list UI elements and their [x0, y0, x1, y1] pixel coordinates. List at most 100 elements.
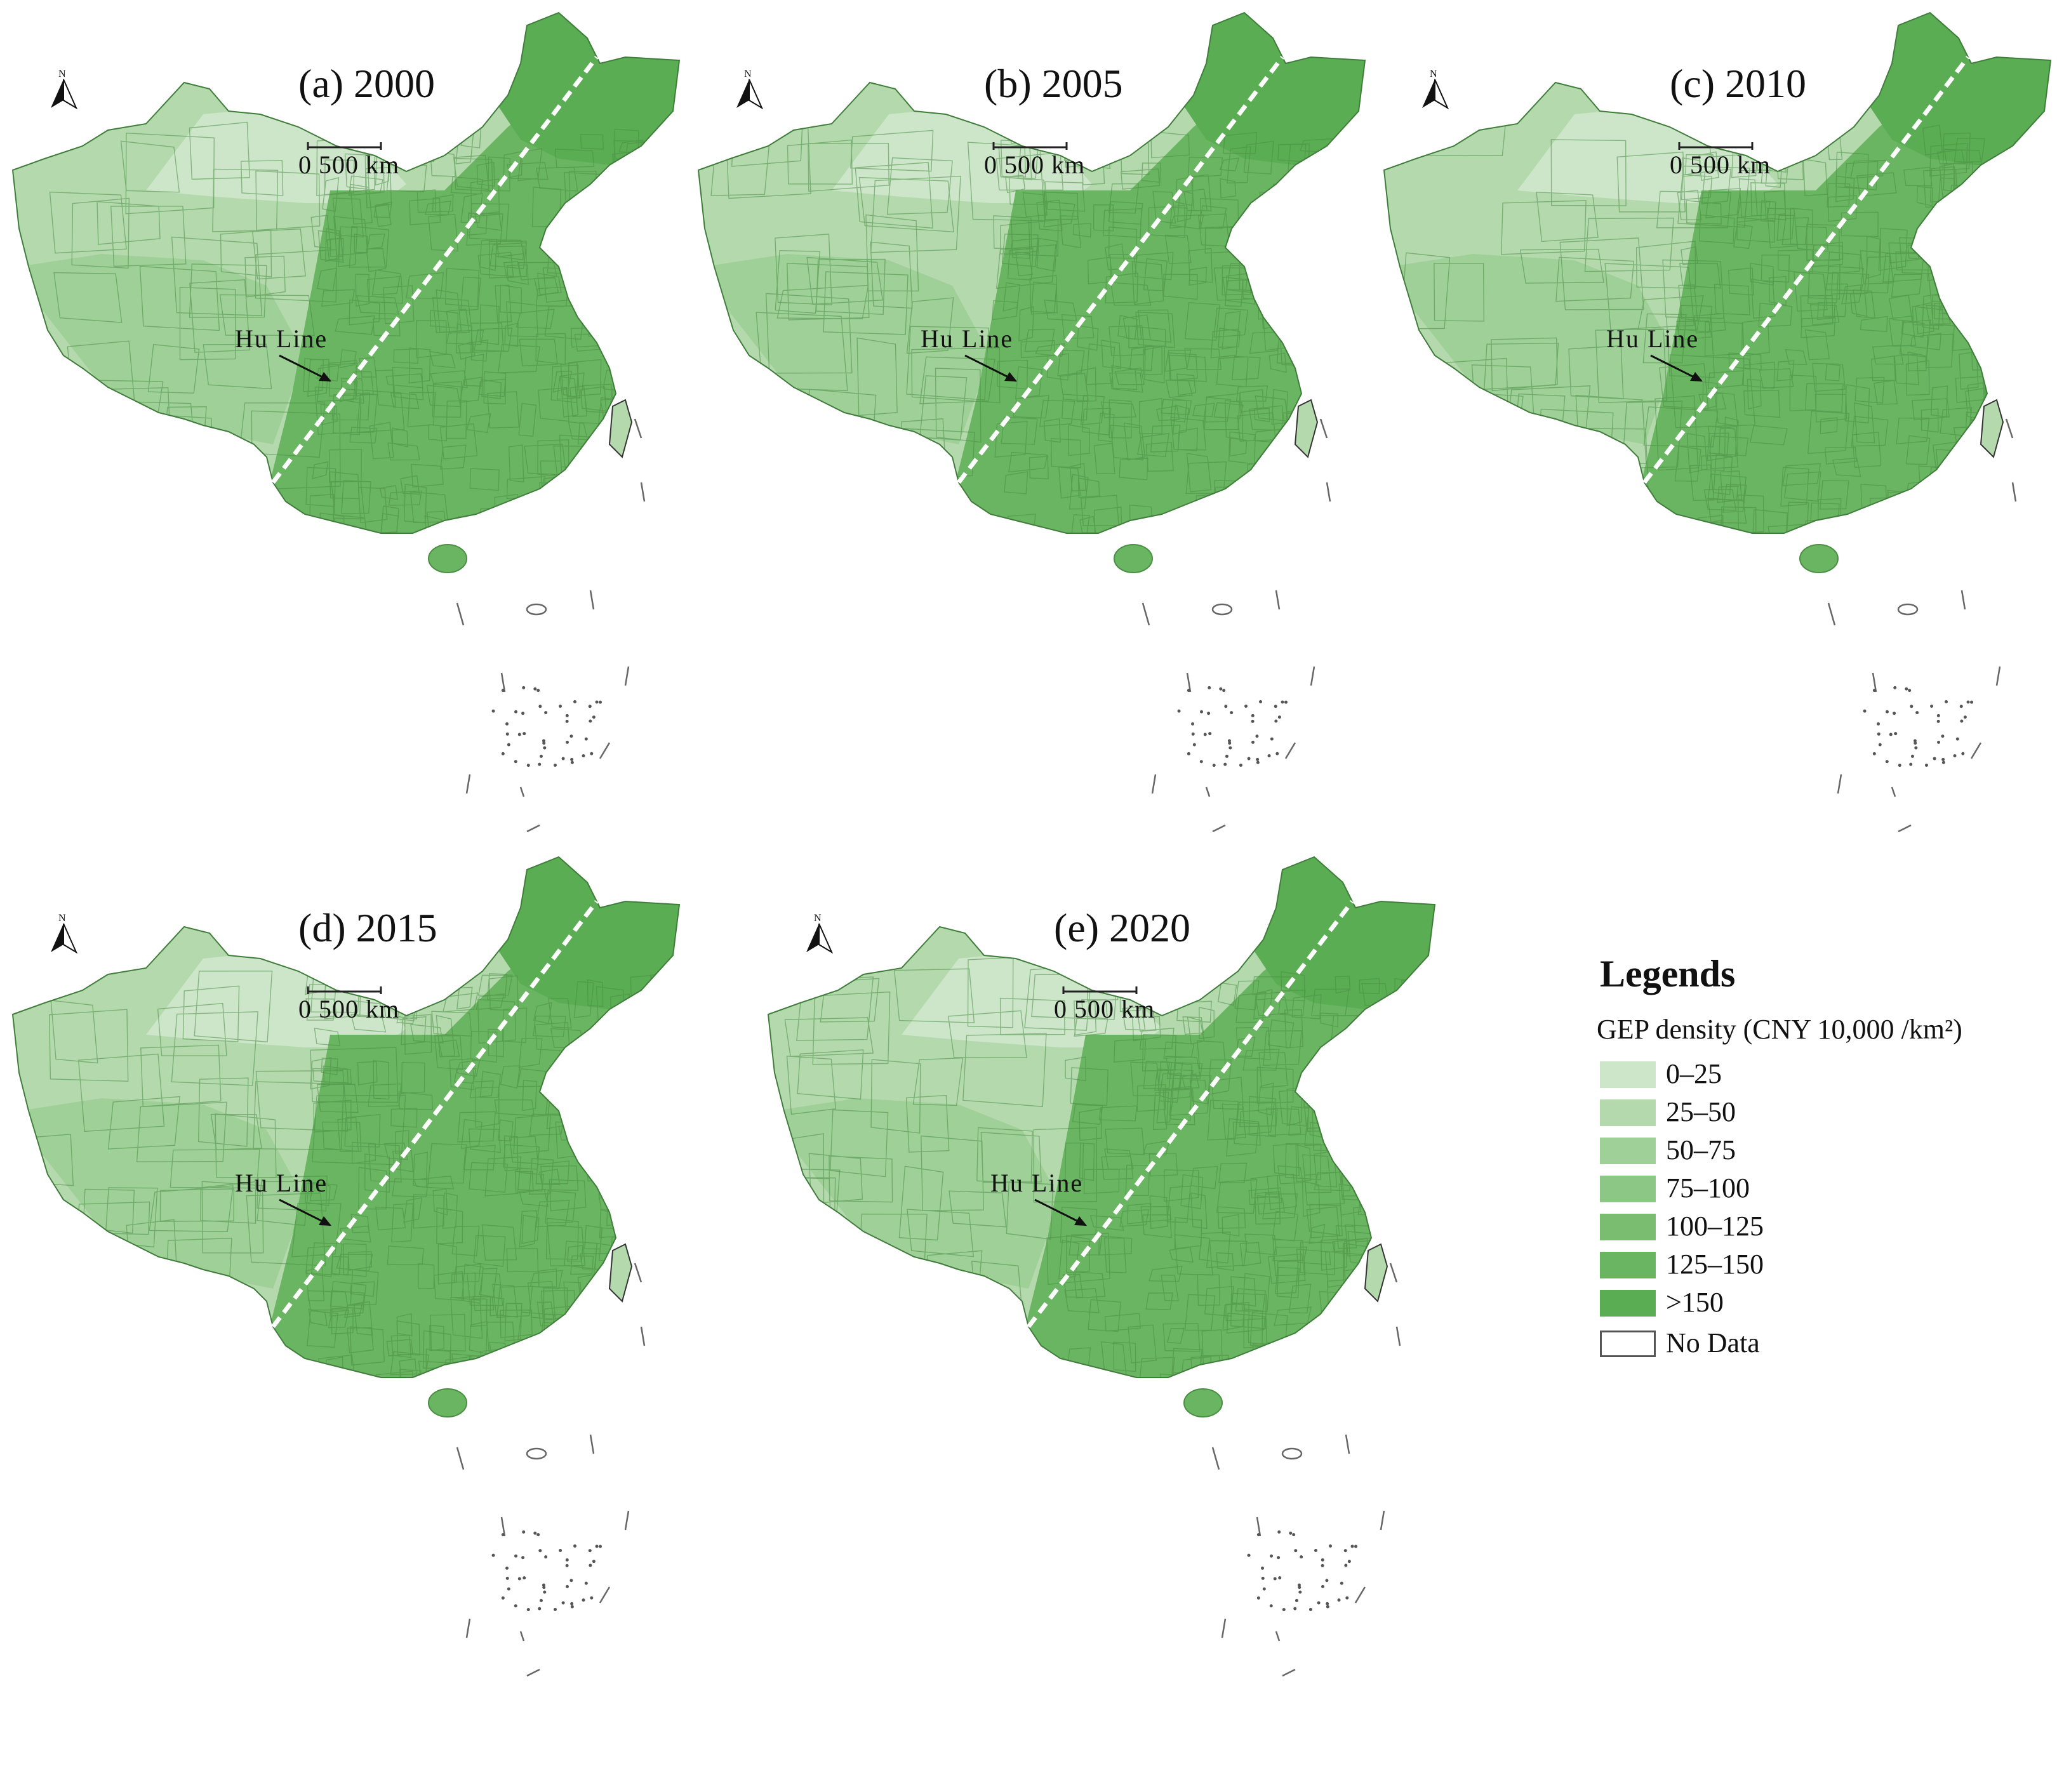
county-boundary [653, 1344, 679, 1362]
county-boundary [576, 277, 608, 296]
county-boundary [1335, 976, 1351, 994]
county-boundary [1227, 146, 1251, 184]
reef-dot [1872, 752, 1876, 755]
county-boundary [560, 361, 580, 399]
county-boundary [450, 1296, 483, 1339]
county-boundary [1159, 1373, 1176, 1377]
reef-dot [1321, 1563, 1324, 1567]
county-boundary [418, 1360, 455, 1377]
prefecture-boundary [50, 1000, 98, 1064]
hu-line [271, 55, 599, 484]
north-arrow-icon [818, 923, 834, 954]
county-boundary [527, 1280, 556, 1320]
reef-dot [1256, 760, 1260, 764]
county-boundary [369, 421, 394, 460]
county-boundary [1413, 1328, 1430, 1360]
county-boundary [1135, 311, 1175, 348]
county-boundary [466, 413, 491, 434]
county-boundary [1156, 1095, 1173, 1124]
county-boundary [1220, 178, 1237, 199]
prefecture-boundary [907, 1209, 975, 1258]
taiwan-island [608, 1243, 633, 1303]
county-boundary [508, 444, 524, 482]
prefecture-boundary [865, 214, 919, 292]
county-boundary [1333, 1361, 1369, 1377]
county-boundary [549, 1364, 575, 1377]
county-boundary [1065, 1056, 1086, 1082]
county-boundary [355, 274, 370, 307]
county-boundary [314, 1027, 341, 1047]
county-boundary [1707, 370, 1745, 389]
county-boundary [575, 1337, 612, 1355]
reef-dot [1872, 689, 1876, 693]
county-boundary [1326, 347, 1345, 368]
prefecture-boundary [912, 1057, 964, 1106]
county-boundary [1111, 365, 1138, 390]
reef-dot [1930, 705, 1934, 708]
county-boundary [495, 245, 525, 261]
county-boundary [1254, 522, 1274, 533]
reef-dot [1953, 754, 1957, 758]
county-boundary [652, 1061, 669, 1094]
county-boundary [1222, 265, 1251, 296]
county-boundary [647, 289, 679, 319]
prefecture-boundary [255, 1070, 349, 1132]
county-boundary [1170, 416, 1207, 451]
prefecture-boundary [194, 971, 273, 1043]
county-boundary [434, 1035, 463, 1070]
reef-dot [1915, 711, 1919, 715]
county-boundary [1190, 1165, 1218, 1190]
island-outline [1897, 603, 1919, 616]
county-boundary [503, 1135, 519, 1171]
reef-dot [1345, 1596, 1349, 1600]
county-boundary [1132, 1016, 1161, 1042]
county-boundary [1844, 384, 1870, 424]
county-boundary [1168, 352, 1198, 381]
county-boundary [1235, 1101, 1275, 1136]
county-boundary [387, 1245, 424, 1265]
reef-dot [491, 709, 495, 713]
county-boundary [469, 1162, 509, 1193]
county-boundary [1891, 519, 1907, 533]
county-boundary [1230, 1292, 1267, 1329]
county-boundary [1324, 253, 1345, 274]
prefecture-boundary [870, 241, 913, 309]
reef-dot [559, 705, 563, 708]
county-boundary [394, 1130, 409, 1154]
county-boundary [469, 468, 500, 491]
county-boundary [615, 285, 653, 309]
reef-dot [1877, 732, 1881, 736]
county-boundary [322, 176, 340, 212]
county-boundary [1291, 994, 1322, 1019]
prefecture-boundary [246, 1192, 326, 1266]
county-boundary [1278, 209, 1296, 243]
county-boundary [617, 1306, 640, 1339]
county-boundary [547, 501, 576, 519]
county-boundary [1805, 329, 1830, 361]
county-boundary [1068, 424, 1090, 456]
county-boundary [1860, 250, 1894, 285]
county-boundary [584, 1294, 606, 1329]
prefecture-boundary [291, 1203, 342, 1258]
county-boundary [615, 201, 651, 225]
county-boundary [1370, 1073, 1411, 1107]
reef-dot [1298, 1590, 1302, 1594]
legend-swatch [1600, 1331, 1656, 1357]
reef-dot [599, 700, 602, 704]
county-boundary [625, 342, 662, 385]
county-boundary [1236, 502, 1275, 533]
prefecture-boundary [1536, 191, 1599, 242]
county-boundary [1093, 204, 1114, 232]
county-boundary [584, 1071, 620, 1090]
prefecture-boundary [870, 1059, 921, 1134]
boundary-dash [1282, 1668, 1296, 1677]
county-boundary [1272, 1143, 1300, 1176]
county-boundary [1864, 256, 1891, 294]
county-boundary [1267, 470, 1306, 488]
reef-dot [1908, 689, 1912, 693]
county-boundary [631, 366, 659, 388]
boundary-dash [500, 1517, 506, 1537]
county-boundary [486, 1367, 524, 1377]
county-boundary [1172, 404, 1189, 435]
reef-dot [1277, 1556, 1281, 1560]
